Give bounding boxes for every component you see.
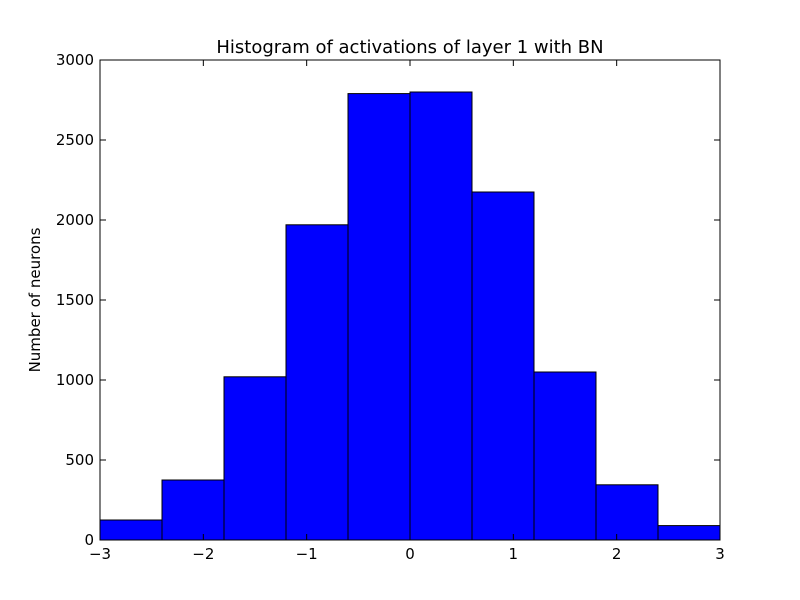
x-tick-label: 1 <box>509 545 519 563</box>
chart-title: Histogram of activations of layer 1 with… <box>216 37 603 58</box>
histogram-bar <box>533 371 597 541</box>
y-axis-label: Number of neurons <box>26 227 44 372</box>
x-tick-label: 0 <box>405 545 415 563</box>
bars-group <box>99 91 721 541</box>
x-tick-label: −1 <box>296 545 318 563</box>
histogram-bar <box>347 93 411 541</box>
x-tick-label: 2 <box>612 545 622 563</box>
x-tick-label: 3 <box>715 545 725 563</box>
y-tick-label: 2000 <box>56 211 94 229</box>
ticks-group <box>99 59 721 541</box>
tick-labels-group: −3 −2 −1 0 1 2 3 0 500 1000 1500 2000 2500 3000 <box>56 51 725 563</box>
y-tick-label: 0 <box>84 531 94 549</box>
y-tick-label: 500 <box>65 451 94 469</box>
y-tick-label: 2500 <box>56 131 94 149</box>
y-tick-label: 1000 <box>56 371 94 389</box>
y-tick-label: 3000 <box>56 51 94 69</box>
x-tick-label: −3 <box>89 545 111 563</box>
histogram-bar <box>285 224 349 541</box>
histogram-bar <box>471 191 535 541</box>
histogram-bar <box>595 484 659 541</box>
x-tick-label: −2 <box>192 545 214 563</box>
histogram-bar <box>161 479 225 541</box>
histogram-bar <box>99 519 163 541</box>
histogram-bar <box>657 525 721 541</box>
histogram-bar <box>223 376 287 541</box>
y-tick-label: 1500 <box>56 291 94 309</box>
histogram-bar <box>409 91 473 541</box>
